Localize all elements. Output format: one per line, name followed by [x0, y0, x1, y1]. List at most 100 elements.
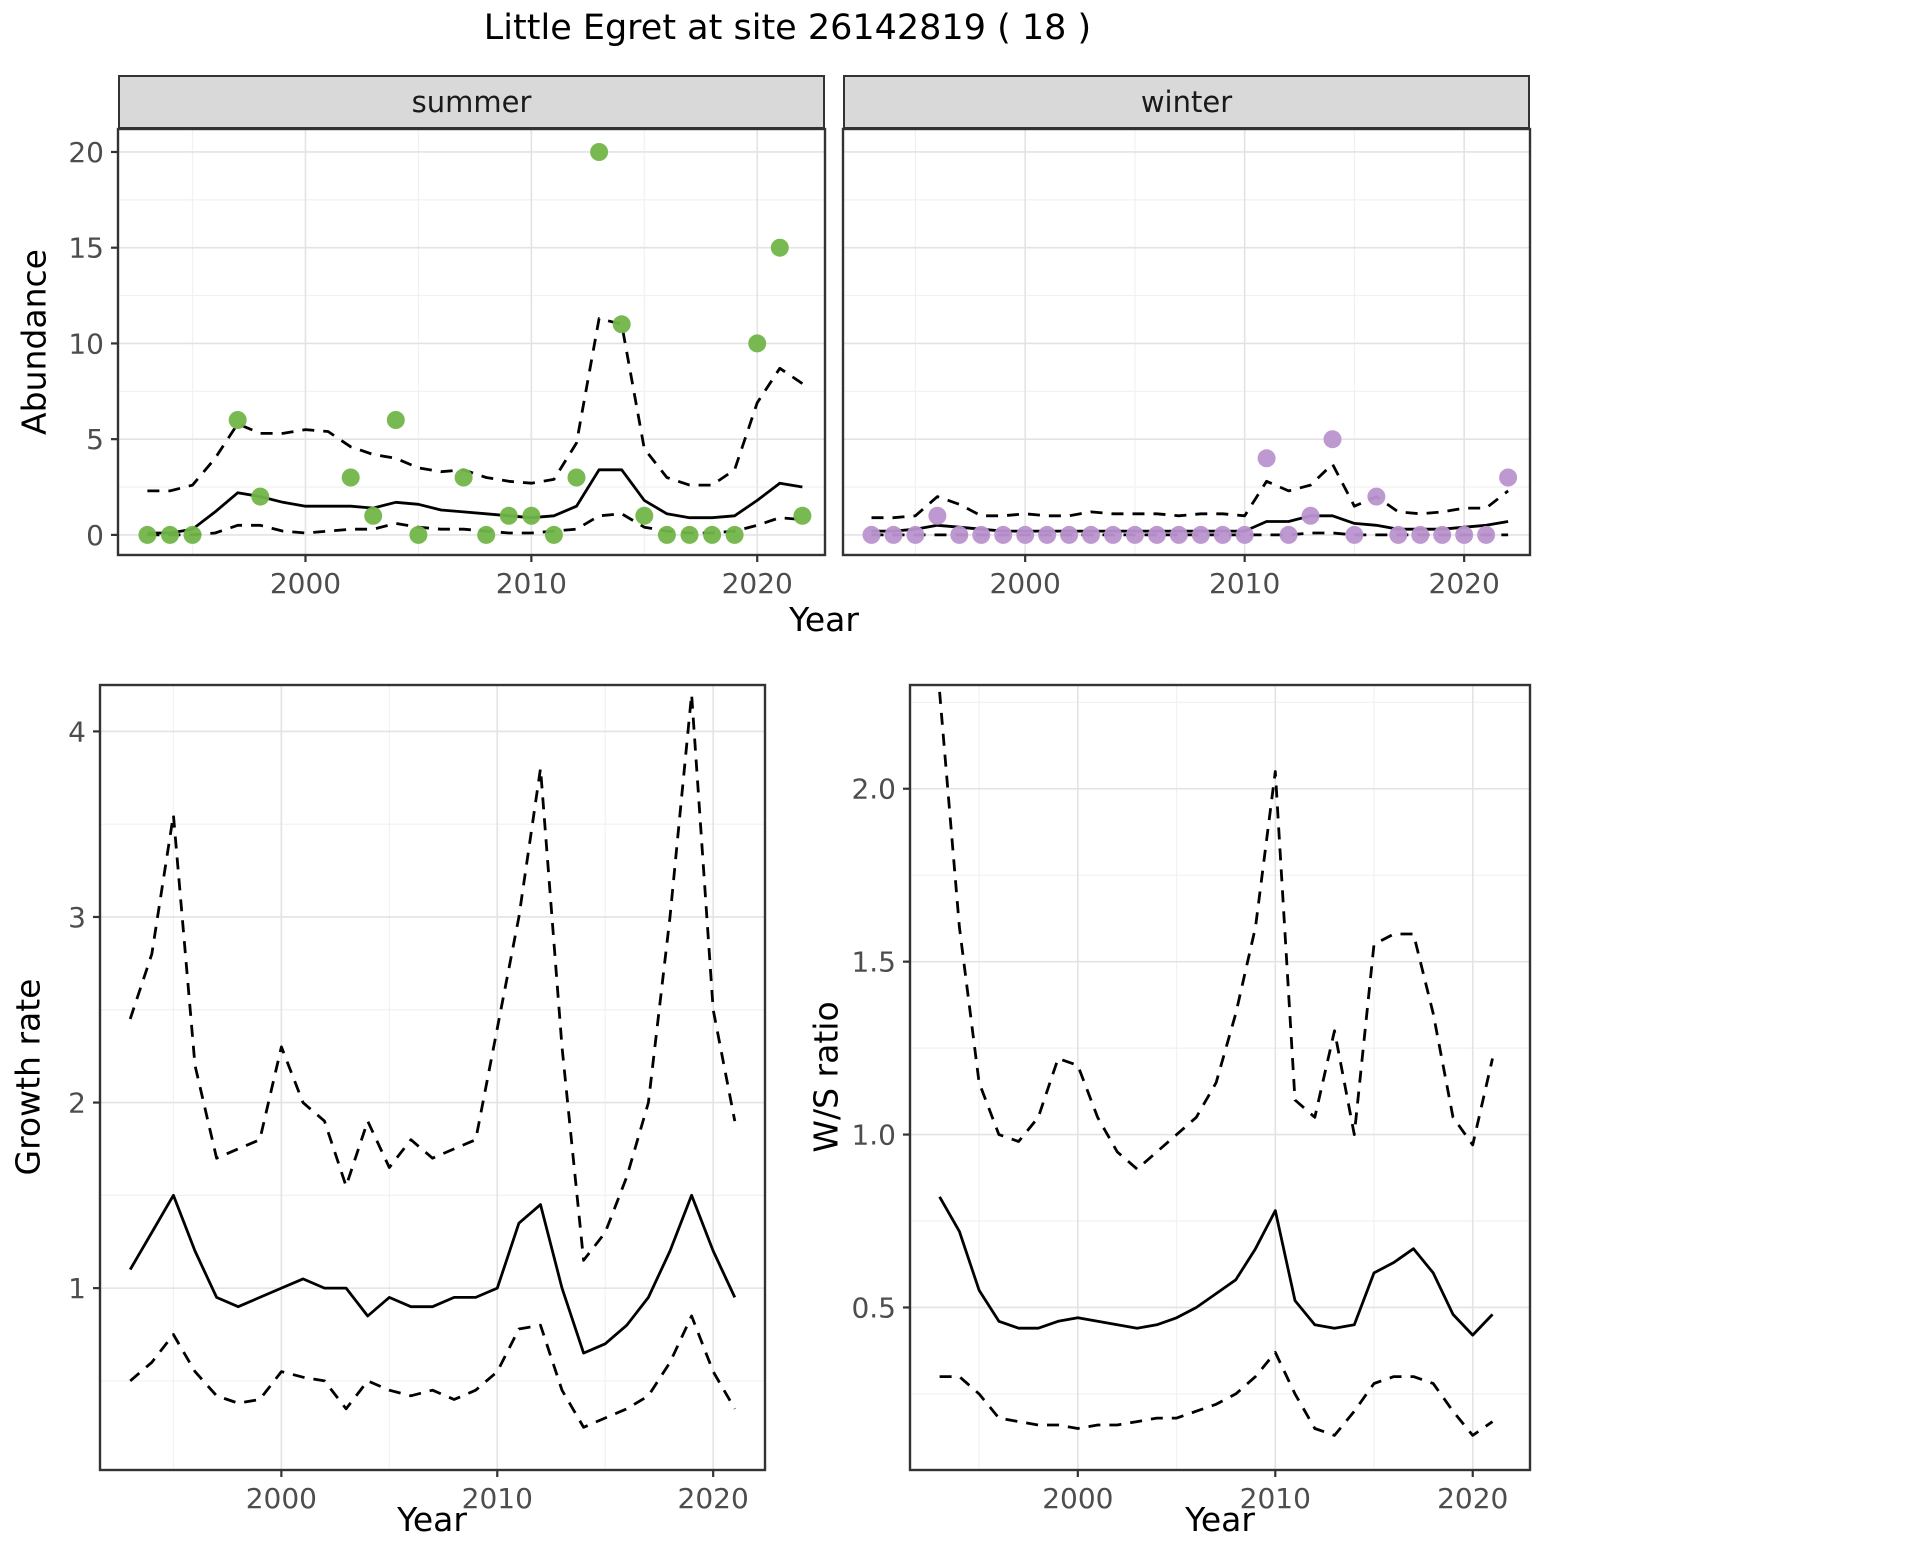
y-tick-label: 5	[86, 423, 104, 456]
data-point	[1213, 525, 1232, 544]
y-tick-label: 10	[68, 327, 104, 360]
x-tick-label: 2010	[1209, 567, 1280, 600]
data-point	[1235, 525, 1254, 544]
panel-background	[910, 685, 1530, 1470]
y-tick-label: 1.0	[851, 1119, 896, 1152]
x-axis-title-year-growth: Year	[397, 1500, 467, 1539]
data-point	[972, 525, 991, 544]
y-tick-label: 0	[86, 519, 104, 552]
y-tick-label: 2.0	[851, 773, 896, 806]
figure-title: Little Egret at site 26142819 ( 18 )	[483, 8, 1092, 48]
data-point	[1060, 525, 1079, 544]
data-point	[454, 468, 473, 487]
data-point	[884, 525, 903, 544]
data-point	[1301, 506, 1320, 525]
data-point	[906, 525, 925, 544]
series-lower_ci	[939, 1351, 1494, 1437]
panel-border	[841, 127, 1532, 557]
data-point	[1345, 525, 1364, 544]
data-point	[567, 468, 586, 487]
data-point	[1147, 525, 1166, 544]
facet-strip-summer: summer	[118, 75, 825, 129]
x-axis-title-year-ws: Year	[1185, 1500, 1255, 1539]
series-median	[938, 1196, 1494, 1337]
data-point	[1279, 525, 1298, 544]
data-point	[499, 506, 518, 525]
x-tick-label: 2000	[990, 567, 1061, 600]
x-tick-label: 2010	[496, 567, 567, 600]
data-point	[793, 506, 812, 525]
data-point	[725, 525, 744, 544]
y-tick-label: 15	[68, 232, 104, 265]
x-tick-label: 2000	[246, 1482, 317, 1515]
facet-label-winter: winter	[1140, 85, 1233, 119]
series-median	[128, 1193, 737, 1355]
data-point	[544, 525, 563, 544]
data-point	[1104, 525, 1122, 544]
data-point	[1016, 525, 1035, 544]
data-point	[748, 334, 767, 353]
y-axis-title-ws-ratio: W/S ratio	[806, 1001, 846, 1153]
data-point	[341, 468, 360, 487]
x-tick-label: 2020	[1429, 567, 1500, 600]
chart-growth_rate: 2000 2010 2020 1 2 3 4	[68, 683, 767, 1515]
chart-abundance_summer: 2000 2010 2020 0 5 10 15 20	[68, 127, 827, 600]
data-point	[950, 525, 969, 544]
data-point	[1389, 525, 1408, 544]
y-tick-label: 20	[68, 136, 104, 169]
data-point	[477, 525, 496, 544]
x-tick-label: 2020	[722, 567, 793, 600]
facet-label-summer: summer	[411, 85, 532, 119]
data-point	[1433, 525, 1452, 544]
data-point	[183, 525, 202, 544]
facet-strip-winter: winter	[843, 75, 1530, 129]
data-point	[251, 487, 270, 506]
y-axis-title-growth-rate: Growth rate	[8, 978, 48, 1176]
data-point	[364, 506, 383, 525]
data-point	[703, 525, 722, 544]
data-point	[1455, 525, 1474, 544]
chart-ws_ratio: 2000 2010 2020 0.5 1.0 1.5 2.0	[851, 683, 1532, 1515]
data-point	[522, 506, 541, 525]
x-tick-label: 2000	[270, 567, 341, 600]
data-point	[1038, 525, 1057, 544]
y-tick-label: 4	[68, 715, 86, 748]
data-point	[862, 525, 881, 544]
y-tick-label: 0.5	[851, 1291, 896, 1324]
data-point	[928, 506, 947, 525]
data-point	[635, 506, 654, 525]
y-axis-title-abundance: Abundance	[14, 249, 54, 435]
series-lower_ci	[129, 1314, 737, 1429]
data-point	[1257, 449, 1276, 468]
data-point	[409, 525, 428, 544]
data-point	[1169, 525, 1188, 544]
data-point	[1411, 525, 1430, 544]
x-tick-label: 2020	[1437, 1482, 1508, 1515]
panel-background	[843, 129, 1530, 555]
data-point	[657, 525, 676, 544]
y-tick-label: 3	[68, 901, 86, 934]
data-point	[770, 238, 789, 257]
data-point	[1477, 525, 1496, 544]
data-point	[680, 525, 699, 544]
data-point	[1499, 468, 1518, 487]
data-point	[590, 143, 609, 161]
data-point	[1323, 430, 1342, 449]
data-point	[1082, 525, 1100, 544]
series-upper_ci	[128, 692, 737, 1262]
x-tick-label: 2020	[678, 1482, 749, 1515]
x-tick-label: 2010	[462, 1482, 533, 1515]
series-upper_ci	[938, 691, 1494, 1171]
x-tick-label: 2010	[1240, 1482, 1311, 1515]
y-tick-label: 1.5	[851, 946, 896, 979]
x-axis-title-year-top: Year	[789, 600, 859, 639]
y-tick-label: 2	[68, 1087, 86, 1120]
x-tick-label: 2000	[1042, 1482, 1113, 1515]
panel-border	[908, 683, 1532, 1472]
panel-border	[98, 683, 767, 1472]
data-point	[138, 525, 157, 544]
panel-border	[116, 127, 827, 557]
data-point	[994, 525, 1013, 544]
